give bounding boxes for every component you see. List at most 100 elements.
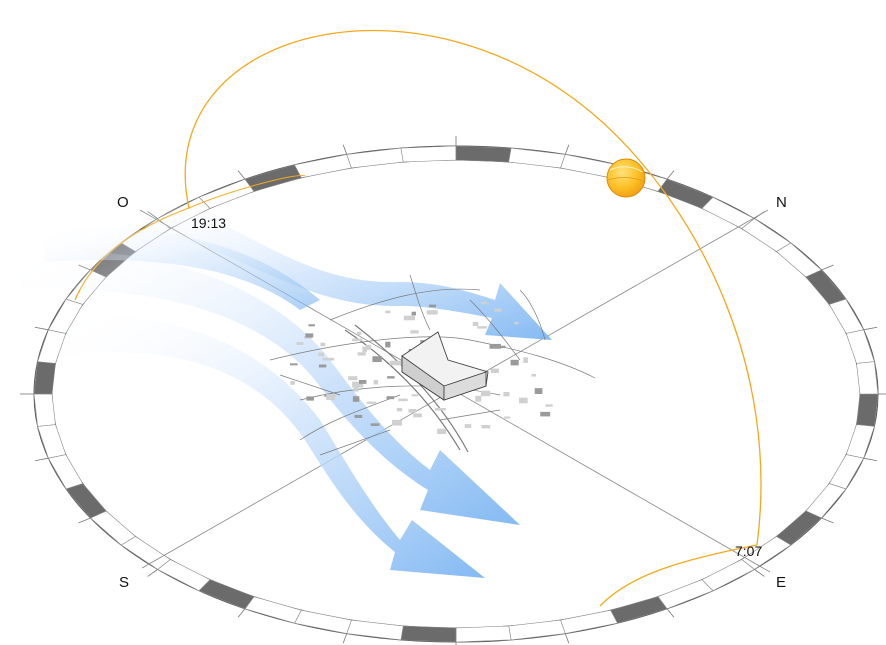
ring-segment xyxy=(33,393,56,427)
city-block xyxy=(385,310,391,314)
compass-label-north: N xyxy=(776,194,787,211)
city-block xyxy=(503,392,510,397)
city-block xyxy=(354,414,363,418)
city-block xyxy=(308,324,315,327)
ring-tick xyxy=(78,517,91,524)
city-block xyxy=(411,394,419,397)
ring-tick xyxy=(564,633,570,644)
ring-tick xyxy=(237,170,246,180)
city-block xyxy=(352,381,364,388)
city-block xyxy=(320,342,326,347)
city-block xyxy=(426,310,438,315)
city-block xyxy=(510,359,519,366)
wind-arrow-icon xyxy=(60,316,485,578)
ring-tick xyxy=(821,264,834,271)
city-block xyxy=(318,352,325,357)
ring-tick xyxy=(863,457,878,462)
ring-tick xyxy=(821,517,834,524)
city-block xyxy=(373,380,379,385)
city-block xyxy=(290,381,295,385)
city-block xyxy=(489,343,501,349)
city-block xyxy=(435,407,446,411)
sunset-time-label: 19:13 xyxy=(191,215,226,231)
compass-label-south: S xyxy=(119,574,129,591)
ring-tick xyxy=(666,170,675,180)
city-block xyxy=(366,401,377,404)
city-block xyxy=(318,364,327,368)
ring-segment xyxy=(400,625,457,643)
city-block xyxy=(534,388,543,394)
city-block xyxy=(498,345,506,349)
city-block xyxy=(352,396,360,402)
city-block xyxy=(504,416,511,419)
city-block xyxy=(464,424,472,428)
ring-tick xyxy=(147,569,158,577)
city-block xyxy=(392,419,403,426)
city-block xyxy=(387,376,395,379)
city-block xyxy=(481,425,491,429)
city-block xyxy=(480,390,491,397)
city-block xyxy=(305,333,314,338)
city-block xyxy=(326,394,335,400)
compass-label-east: E xyxy=(776,574,786,591)
ring-tick xyxy=(342,144,348,155)
city-block xyxy=(365,344,372,350)
city-block xyxy=(408,408,417,413)
ring-segment xyxy=(455,625,512,643)
city-block xyxy=(396,407,403,412)
city-block xyxy=(519,397,528,404)
city-block xyxy=(370,423,380,426)
city-block xyxy=(437,428,447,435)
ring-blocks xyxy=(33,145,879,643)
ring-tick xyxy=(34,457,49,462)
ring-segment xyxy=(400,145,457,163)
city-block xyxy=(494,308,502,312)
city-block xyxy=(480,301,487,305)
city-block xyxy=(490,368,499,373)
city-block xyxy=(531,373,537,377)
city-block xyxy=(358,379,367,384)
ring-tick xyxy=(237,608,246,618)
compass-label-west: O xyxy=(117,194,129,211)
city-block xyxy=(296,342,304,345)
city-block xyxy=(290,363,298,366)
city-block xyxy=(477,326,487,329)
ring-tick xyxy=(863,326,878,331)
wind-arrow-icon xyxy=(40,227,320,310)
city-block xyxy=(356,331,362,336)
city-block xyxy=(403,315,416,321)
ring-tick xyxy=(342,633,348,644)
city-block xyxy=(348,376,358,381)
city-block xyxy=(322,357,335,361)
city-block xyxy=(540,411,551,417)
city-block xyxy=(357,352,366,356)
wind-arrow-icon xyxy=(140,195,552,340)
sun-icon xyxy=(606,158,646,198)
ring-segment xyxy=(856,393,879,427)
ring-tick xyxy=(34,326,49,331)
city-block xyxy=(472,321,479,327)
city-block xyxy=(389,360,402,366)
ring-segment xyxy=(455,145,512,163)
city-block xyxy=(413,413,422,418)
city-block xyxy=(386,396,395,400)
sunrise-time-label: 7:07 xyxy=(735,543,762,559)
ring-segment xyxy=(856,361,879,395)
city-block xyxy=(306,396,315,401)
city-block xyxy=(352,338,363,342)
city-block xyxy=(353,387,359,392)
city-block xyxy=(411,311,416,316)
city-block xyxy=(398,398,408,402)
ring-tick xyxy=(564,144,570,155)
city-block xyxy=(514,321,519,325)
city-block xyxy=(410,330,419,334)
city-block xyxy=(372,356,382,363)
city-block xyxy=(523,357,528,363)
city-block xyxy=(475,395,482,402)
building-icon xyxy=(401,331,489,401)
city-block xyxy=(362,346,367,353)
ring-segment xyxy=(33,361,56,395)
wind-arrow-icon xyxy=(20,251,520,525)
ring-tick xyxy=(666,608,675,618)
